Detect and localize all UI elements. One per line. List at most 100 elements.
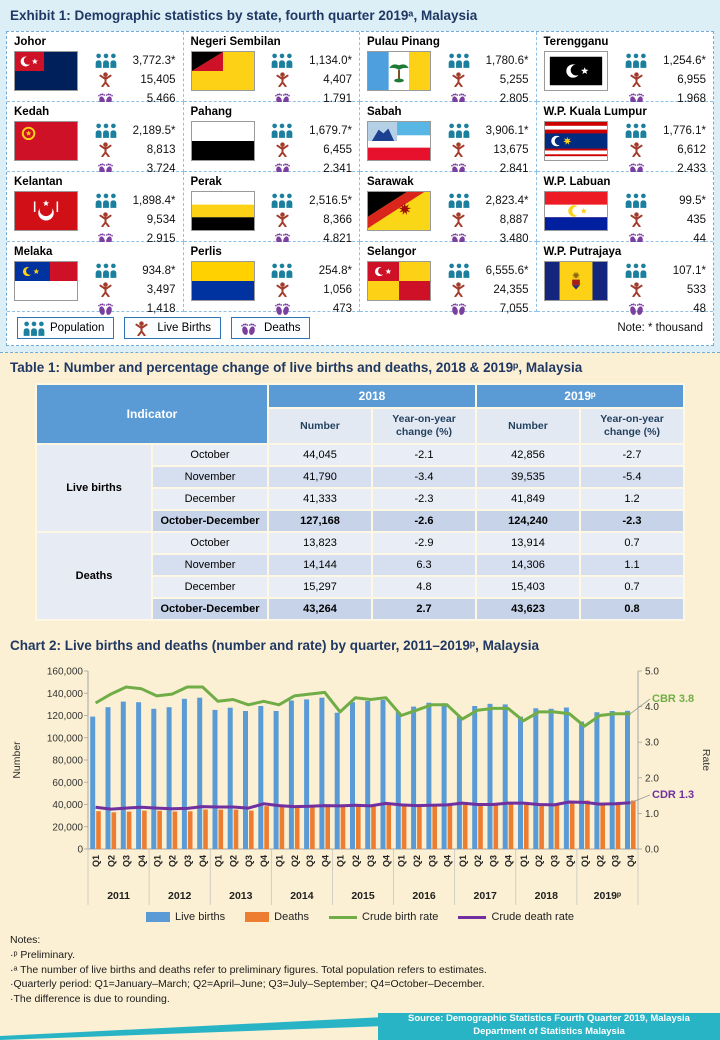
live-births-value: 6,612 <box>677 143 706 156</box>
value-cell: 1.1 <box>579 553 685 578</box>
population-row: 3,772.3* <box>81 51 176 70</box>
value-cell: 0.7 <box>579 531 685 556</box>
live-births-icon <box>447 72 471 88</box>
svg-text:100,000: 100,000 <box>47 734 84 745</box>
population-icon <box>94 123 118 139</box>
live-births-icon <box>624 212 648 228</box>
live-births-icon <box>270 72 294 88</box>
value-cell: 41,849 <box>475 487 581 512</box>
legend-label: Crude birth rate <box>362 911 439 924</box>
population-row: 1,780.6* <box>434 51 529 70</box>
source-line2: Department of Statistics Malaysia <box>473 1026 625 1038</box>
period-cell: November <box>151 553 269 578</box>
col-indicator: Indicator <box>35 382 269 446</box>
svg-text:Q2: Q2 <box>473 855 483 867</box>
population-icon <box>270 123 294 139</box>
population-row: 2,516.5* <box>258 191 352 210</box>
table-row: December 15,297 4.8 15,403 0.7 <box>36 575 685 600</box>
legend-label: Deaths <box>264 322 301 334</box>
footer: Source: Demographic Statistics Fourth Qu… <box>0 1012 720 1040</box>
deaths-value: 2,915 <box>146 232 176 245</box>
state-name: Pahang <box>190 106 233 118</box>
live-births-icon <box>624 282 648 298</box>
svg-text:4.0: 4.0 <box>645 702 659 713</box>
population-icon <box>447 263 471 279</box>
svg-text:Q4: Q4 <box>565 855 575 867</box>
legend-label: Live births <box>175 911 226 924</box>
live-births-value: 8,366 <box>323 213 352 226</box>
svg-text:Q4: Q4 <box>320 855 330 867</box>
svg-text:Q4: Q4 <box>504 855 514 867</box>
live-births-icon <box>447 282 471 298</box>
live-births-value: 8,813 <box>146 143 176 156</box>
value-cell: 39,535 <box>475 465 581 490</box>
population-icon <box>447 123 471 139</box>
value-cell: 0.7 <box>579 575 685 600</box>
value-cell: 0.8 <box>579 597 685 622</box>
svg-text:5.0: 5.0 <box>645 667 659 678</box>
svg-text:Q3: Q3 <box>550 855 560 867</box>
note-line: ·ᵖ Preliminary. <box>10 948 76 961</box>
state-card-kelantan: Kelantan 1,898.4* 9,534 2,915 <box>7 172 184 245</box>
population-value: 1,134.0* <box>309 54 352 67</box>
state-name: Johor <box>14 36 46 48</box>
value-cell: -2.1 <box>371 443 477 468</box>
svg-text:Q4: Q4 <box>443 855 453 867</box>
value-cell: 1.2 <box>579 487 685 512</box>
sabah-flag <box>367 121 431 161</box>
population-value: 1,254.6* <box>663 54 706 67</box>
deaths-row: 473 <box>258 299 352 318</box>
notes-block: Notes: ·ᵖ Preliminary. ·ᵃ The number of … <box>0 929 720 1012</box>
population-icon <box>94 53 118 69</box>
deaths-value: 2,841 <box>499 162 529 175</box>
value-cell: -3.4 <box>371 465 477 490</box>
value-cell: 13,823 <box>267 531 373 556</box>
wp-labuan-flag <box>543 191 608 231</box>
value-cell: 41,790 <box>267 465 373 490</box>
live-births-icon <box>270 212 294 228</box>
svg-text:1.0: 1.0 <box>645 809 659 820</box>
period-cell: November <box>151 465 269 490</box>
value-cell: -2.3 <box>371 487 477 512</box>
population-icon <box>447 193 471 209</box>
live-births-value: 435 <box>686 213 706 226</box>
svg-text:Q1: Q1 <box>458 855 468 867</box>
table-row: November 41,790 -3.4 39,535 -5.4 <box>36 465 685 490</box>
svg-text:Q2: Q2 <box>290 855 300 867</box>
live-births-value: 9,534 <box>146 213 176 226</box>
exhibit-1-section: Exhibit 1: Demographic statistics by sta… <box>0 0 720 352</box>
deaths-value: 1,418 <box>146 302 176 315</box>
live-births-icon <box>270 142 294 158</box>
value-cell: 42,856 <box>475 443 581 468</box>
table-row: October-December 127,168 -2.6 124,240 -2.3 <box>36 509 685 534</box>
population-icon <box>447 53 471 69</box>
live-births-icon <box>447 142 471 158</box>
deaths-value: 44 <box>693 232 706 245</box>
population-row: 254.8* <box>258 261 352 280</box>
value-cell: 41,333 <box>267 487 373 512</box>
live-births-value: 13,675 <box>493 143 529 156</box>
live-births-row: 5,255 <box>434 70 529 89</box>
live-births-icon <box>94 282 118 298</box>
value-cell: 124,240 <box>475 509 581 534</box>
svg-text:0: 0 <box>77 845 83 856</box>
value-cell: 14,144 <box>267 553 373 578</box>
svg-text:2019ᵖ: 2019ᵖ <box>594 890 621 902</box>
live-births-value: 3,497 <box>146 283 176 296</box>
col-group-2019: 2019ᵖ <box>475 383 685 409</box>
value-cell: -2.6 <box>371 509 477 534</box>
table-title: Table 1: Number and percentage change of… <box>10 360 583 375</box>
population-icon <box>22 320 46 336</box>
population-row: 1,254.6* <box>611 51 706 70</box>
live-births-row: 4,407 <box>258 70 352 89</box>
live-births-value: 6,455 <box>323 143 352 156</box>
chart-legend-item-live-births: Live births <box>146 911 225 923</box>
svg-text:120,000: 120,000 <box>47 711 84 722</box>
kelantan-flag <box>14 191 78 231</box>
svg-text:Q2: Q2 <box>168 855 178 867</box>
live-births-value: 533 <box>686 283 706 296</box>
live-births-row: 15,405 <box>81 70 176 89</box>
svg-text:2.0: 2.0 <box>645 774 659 785</box>
table-row: Live births October 44,045 -2.1 42,856 -2.7 <box>35 443 685 534</box>
footer-swoosh-graphic <box>0 1016 385 1040</box>
